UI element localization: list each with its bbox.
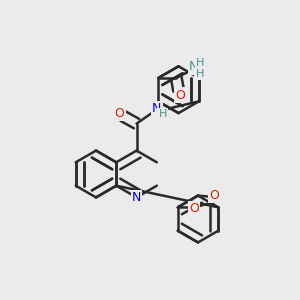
Text: N: N	[152, 102, 161, 115]
Text: H: H	[196, 58, 205, 68]
Text: O: O	[115, 107, 124, 120]
Text: N: N	[189, 60, 198, 74]
Text: H: H	[158, 109, 167, 119]
Text: N: N	[132, 191, 141, 204]
Text: O: O	[189, 202, 199, 215]
Text: O: O	[175, 88, 185, 102]
Text: H: H	[196, 69, 204, 79]
Text: O: O	[210, 189, 219, 202]
